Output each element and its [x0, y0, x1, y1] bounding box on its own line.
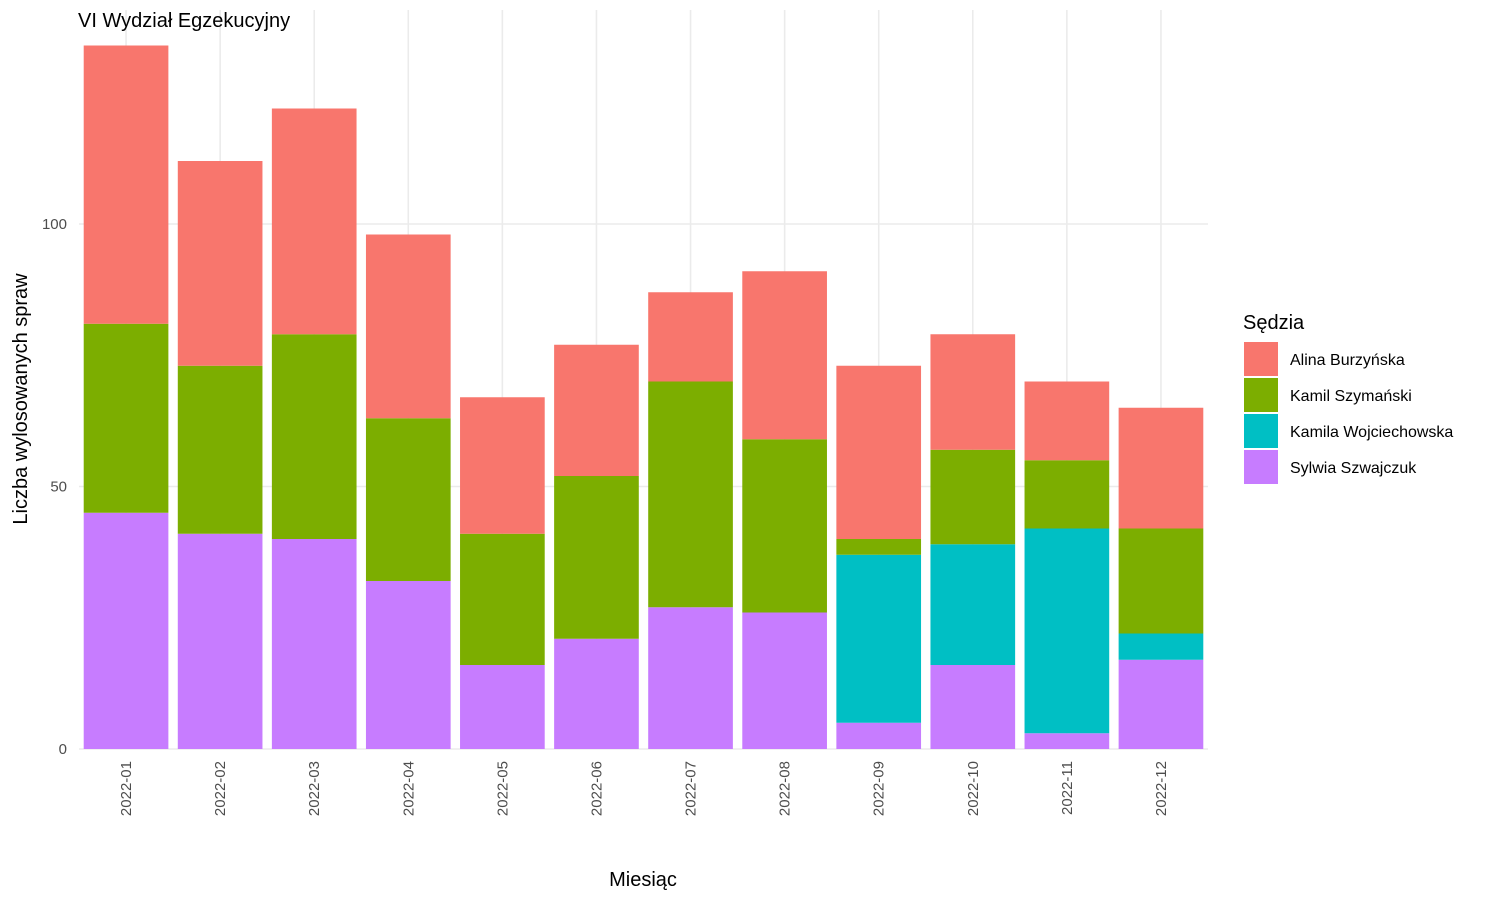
legend-label: Kamil Szymański	[1290, 388, 1412, 405]
bar-segment	[1024, 528, 1110, 734]
x-axis-ticks: 2022-01 2022-02 2022-03 2022-04 2022-05 2022-…	[118, 761, 1170, 816]
y-tick-label: 0	[59, 741, 67, 758]
x-tick-label: 2022-06	[588, 761, 605, 816]
legend-label: Kamila Wojciechowska	[1290, 424, 1453, 441]
bar-segment	[365, 418, 451, 581]
x-tick-label: 2022-04	[400, 761, 417, 816]
bar-segment	[271, 539, 357, 749]
bar-segment	[177, 365, 263, 534]
bar-segment	[930, 665, 1016, 749]
bar-segment	[365, 234, 451, 419]
bar-segment	[177, 533, 263, 749]
bar-segment	[177, 161, 263, 366]
x-axis-title: Miesiąc	[609, 869, 677, 891]
bar-segment	[1024, 381, 1110, 461]
x-tick-label: 2022-12	[1153, 761, 1170, 816]
legend-key	[1244, 414, 1278, 448]
bar-segment	[742, 271, 827, 440]
bar-segment	[554, 638, 639, 749]
bar-segment	[836, 365, 922, 539]
bar-segment	[742, 612, 827, 749]
bar-segment	[836, 554, 922, 723]
legend-title: Sędzia	[1243, 312, 1305, 334]
chart-title: VI Wydział Egzekucyjny	[78, 10, 290, 32]
legend-label: Alina Burzyńska	[1290, 352, 1405, 369]
x-tick-label: 2022-08	[777, 761, 794, 816]
x-tick-label: 2022-11	[1059, 761, 1076, 815]
bar-segment	[271, 334, 357, 539]
legend: Sędzia Alina Burzyńska Kamil Szymański Kam…	[1243, 312, 1453, 484]
bar-segment	[742, 439, 827, 613]
legend-label: Sylwia Szwajczuk	[1290, 460, 1417, 477]
bar-segment	[836, 722, 922, 749]
legend-key	[1244, 450, 1278, 484]
bar-segment	[83, 512, 169, 749]
bar-segment	[365, 581, 451, 749]
y-axis-ticks: 0 50 100	[42, 216, 67, 758]
bar-segment	[554, 344, 639, 476]
bar-segment	[1118, 528, 1204, 634]
legend-key	[1244, 342, 1278, 376]
x-tick-label: 2022-09	[871, 761, 888, 816]
bar-segment	[460, 397, 545, 534]
x-tick-label: 2022-07	[683, 761, 700, 816]
bar-segment	[460, 533, 545, 665]
bar-segment	[460, 665, 545, 749]
bar-segment	[271, 108, 357, 335]
bar-segment	[648, 381, 733, 608]
x-tick-label: 2022-02	[212, 761, 229, 816]
x-tick-label: 2022-03	[306, 761, 323, 816]
y-tick-label: 100	[42, 216, 67, 233]
x-tick-label: 2022-01	[118, 761, 135, 816]
y-tick-label: 50	[50, 479, 67, 496]
y-axis-title: Liczba wylosowanych spraw	[10, 273, 32, 525]
bar-segment	[83, 45, 169, 324]
bar-segment	[554, 476, 639, 639]
bar-segment	[1024, 733, 1110, 749]
bar-segment	[1118, 407, 1204, 529]
bar-segment	[930, 449, 1016, 545]
bar-segment	[1024, 460, 1110, 529]
bar-segment	[648, 292, 733, 382]
bar-segment	[1118, 659, 1204, 749]
bar-segment	[83, 323, 169, 513]
legend-key	[1244, 378, 1278, 412]
bar-segment	[930, 544, 1016, 665]
bars-layer	[83, 45, 1204, 749]
x-tick-label: 2022-05	[494, 761, 511, 816]
bar-segment	[836, 539, 922, 555]
legend-items: Alina Burzyńska Kamil Szymański Kamila Woj…	[1244, 342, 1453, 484]
x-tick-label: 2022-10	[965, 761, 982, 816]
bar-segment	[930, 334, 1016, 450]
bar-segment	[648, 607, 733, 749]
bar-segment	[1118, 633, 1204, 660]
